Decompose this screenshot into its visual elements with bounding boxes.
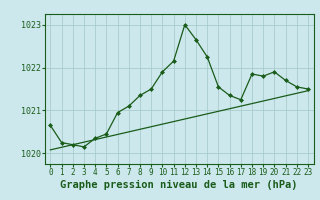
X-axis label: Graphe pression niveau de la mer (hPa): Graphe pression niveau de la mer (hPa) xyxy=(60,180,298,190)
